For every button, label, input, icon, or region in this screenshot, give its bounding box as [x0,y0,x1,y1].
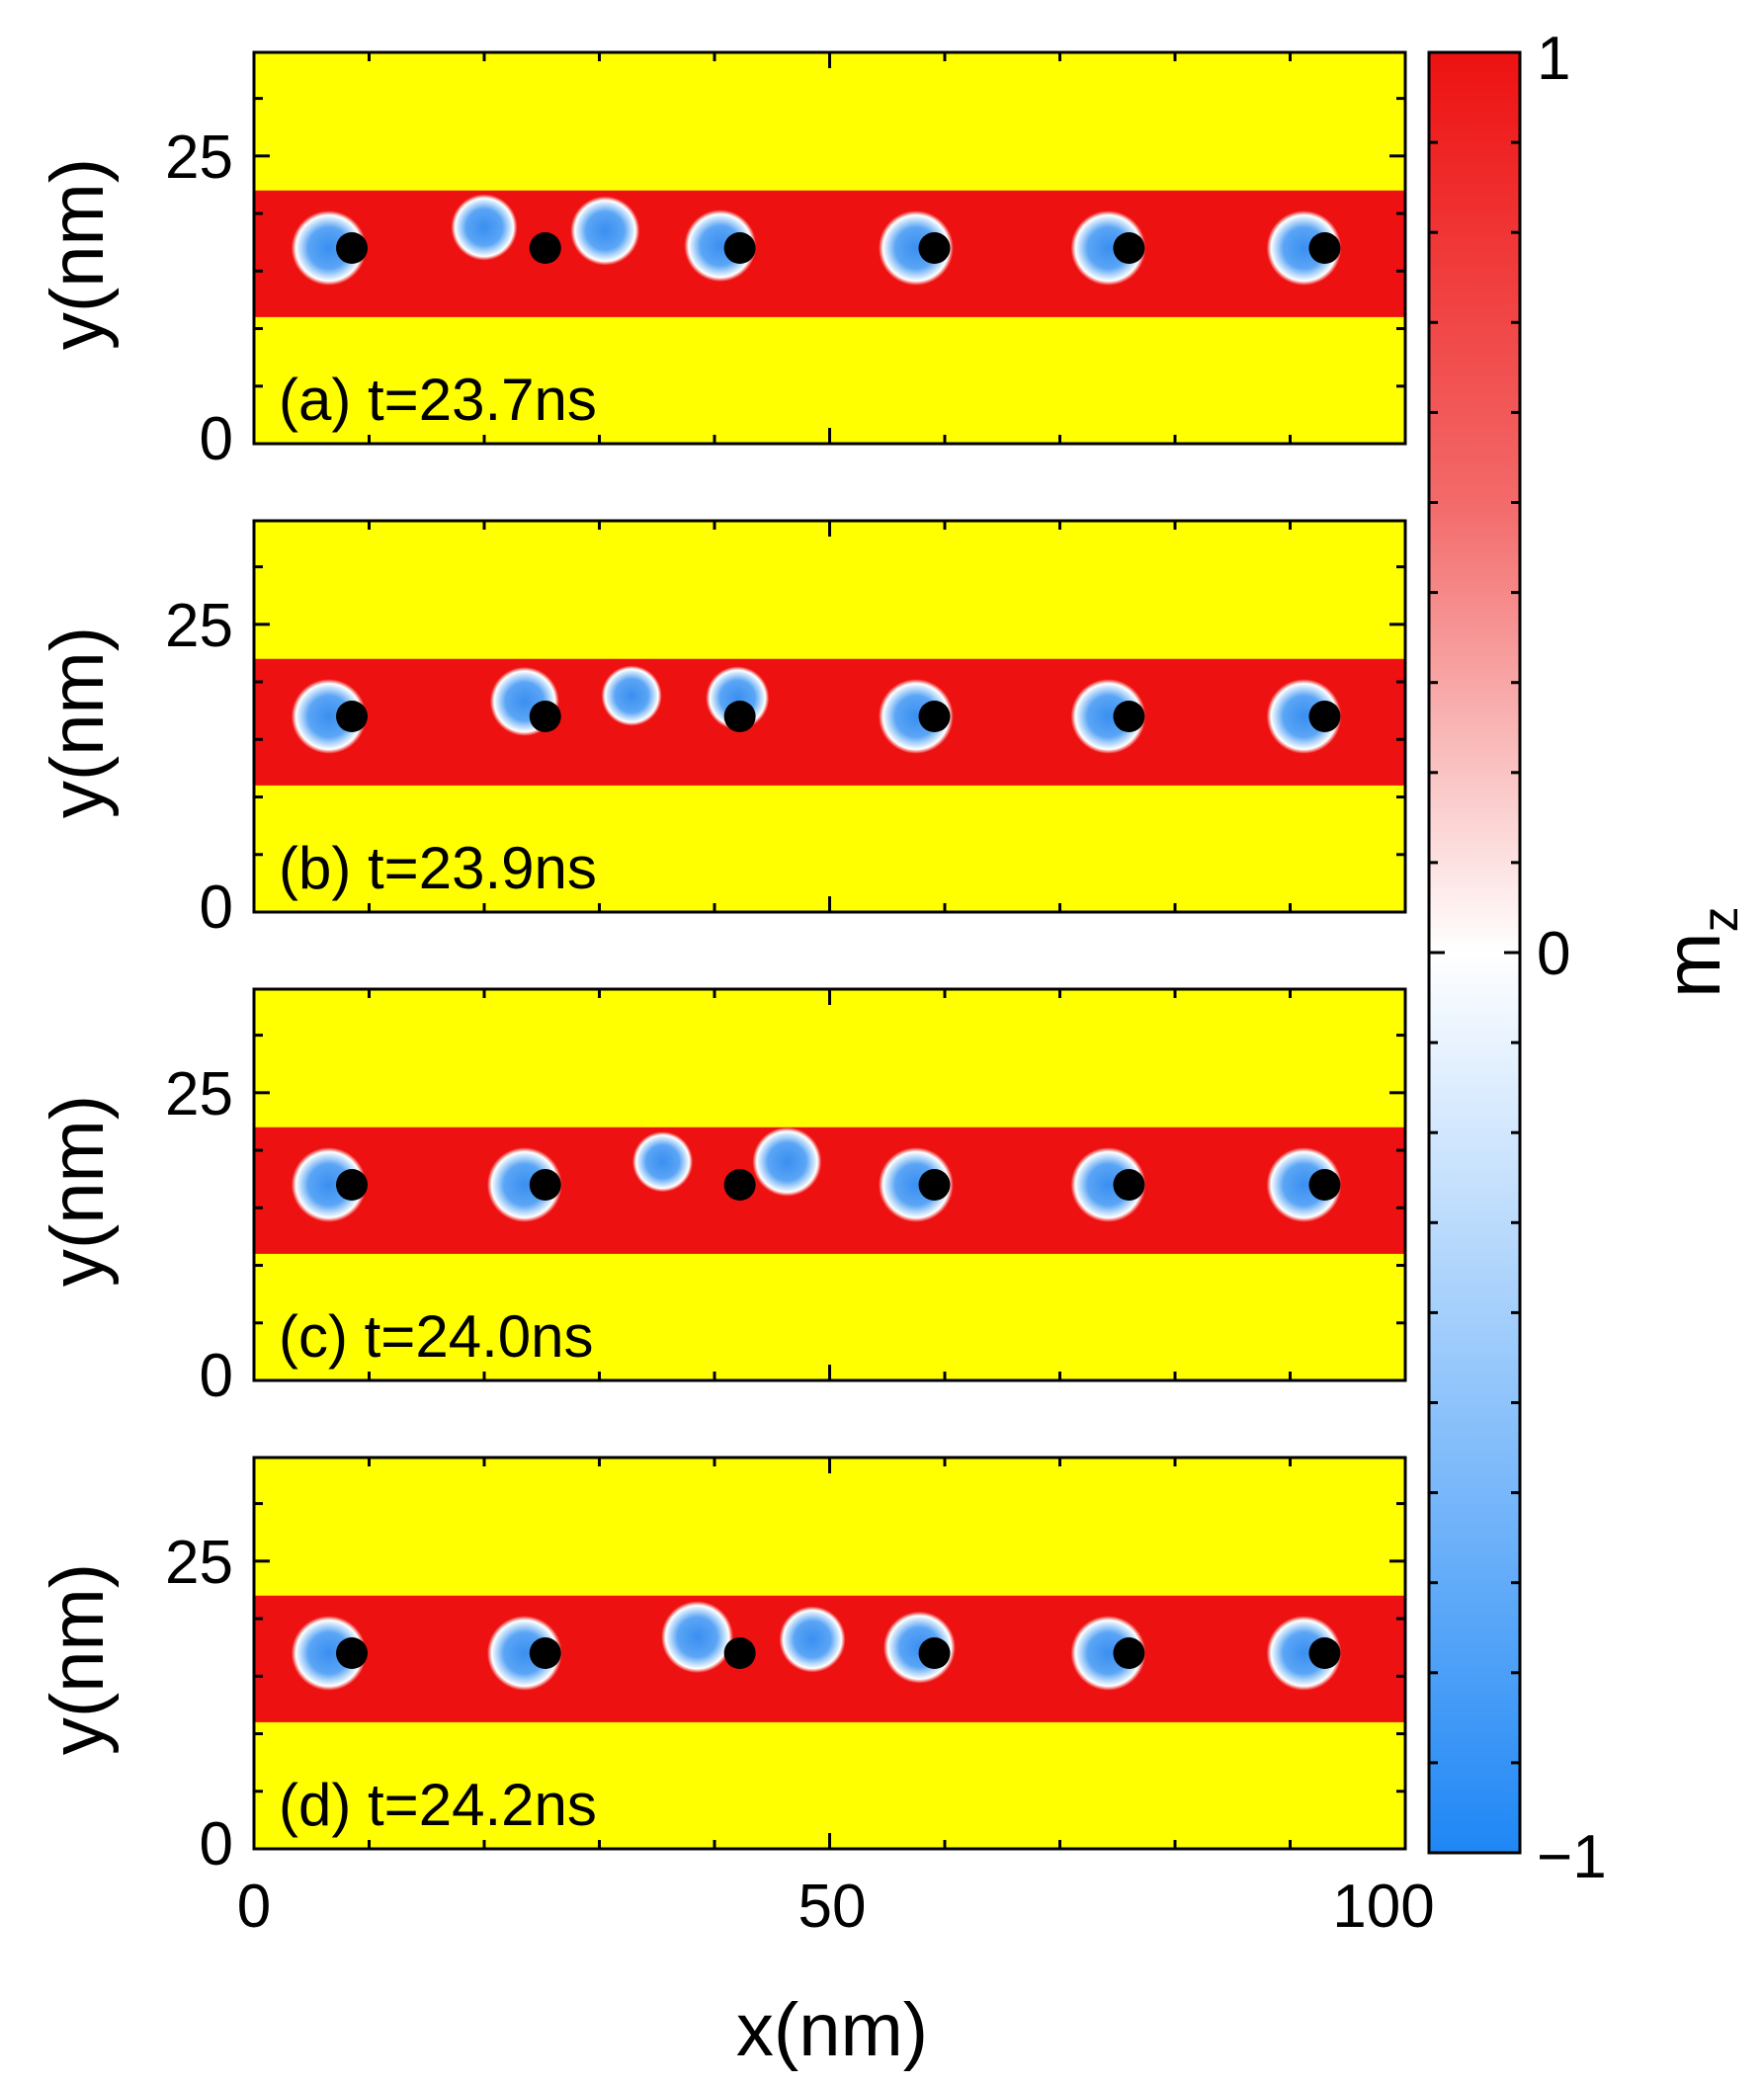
y-tick-label: 0 [200,1342,233,1410]
skyrmion [451,194,518,261]
x-axis-label: x(nm) [736,1988,928,2072]
skyrmion [291,210,367,286]
skyrmion [631,1131,694,1193]
skyrmion [879,210,954,286]
skyrmion [601,665,662,726]
y-axis-label: y(nm) [36,158,120,350]
defect-dot [529,1169,561,1201]
track-stripe [254,1126,1405,1254]
y-axis-label: y(nm) [36,626,120,818]
skyrmion [1070,210,1146,286]
y-tick-label: 25 [165,124,233,192]
defect-dot [1308,1637,1341,1669]
panel-label: (c) t=24.0ns [279,1303,594,1370]
skyrmion [486,1616,562,1691]
y-tick-label: 25 [165,1060,233,1128]
y-tick-label: 25 [165,1529,233,1597]
skyrmion [291,1147,367,1222]
skyrmion [1266,1616,1342,1691]
defect-dot [1308,232,1341,264]
colorbar-tick-max: 1 [1537,25,1570,93]
panel-label: (b) t=23.9ns [279,835,597,901]
y-tick-label: 25 [165,592,233,660]
skyrmion [752,1126,822,1197]
defect-dot [529,701,561,732]
skyrmion [661,1601,733,1674]
defect-dot [336,232,369,264]
skyrmion [879,1147,954,1222]
colorbar-tick-min: −1 [1537,1823,1607,1891]
skyrmion [1070,1147,1146,1222]
colorbar-tick-mid: 0 [1537,920,1570,988]
colorbar-label-sub: z [1692,906,1749,932]
skyrmion [291,1616,367,1691]
defect-dot [918,1637,951,1669]
skyrmion [879,679,954,754]
x-axis: 0 50 100 x(nm) [237,1873,1435,2072]
defect-dot [723,701,756,732]
defect-dot [1113,1169,1145,1201]
defect-dot [723,232,756,264]
skyrmion [570,196,640,266]
panel: 0 25 y(nm) (a) t=23.7ns [36,50,1407,473]
defect-dot [336,1169,369,1201]
y-tick-label: 0 [200,1810,233,1878]
y-tick-label: 0 [200,405,233,473]
defect-dot [1113,701,1145,732]
colorbar-label-main: m [1648,932,1736,998]
y-tick-label: 0 [200,874,233,942]
skyrmion [1266,679,1342,754]
x-tick-label: 0 [237,1873,271,1941]
skyrmion [291,679,367,754]
defect-dot [918,701,951,732]
skyrmion [1266,210,1342,286]
defect-dot [529,1637,561,1669]
defect-dot [336,1637,369,1669]
defect-dot [529,232,561,264]
panel: 0 25 y(nm) (c) t=24.0ns [36,987,1407,1410]
panel: 0 25 y(nm) (b) t=23.9ns [36,519,1407,942]
x-tick-label: 50 [798,1873,867,1941]
defect-dot [336,701,369,732]
colorbar-label: mz [1648,906,1749,998]
defect-dot [1308,1169,1341,1201]
track-stripe [254,658,1405,786]
defect-dot [1113,232,1145,264]
y-axis-label: y(nm) [36,1563,120,1755]
x-tick-label: 100 [1332,1873,1434,1941]
panel-label: (a) t=23.7ns [279,367,597,433]
defect-dot [918,1169,951,1201]
skyrmion [1266,1147,1342,1222]
defect-dot [1308,701,1341,732]
panel: 0 25 y(nm) (d) t=24.2ns [36,1456,1407,1878]
track-stripe [254,190,1405,317]
y-axis-label: y(nm) [36,1095,120,1287]
colorbar: 1 0 −1 mz [1427,25,1749,1891]
defect-dot [723,1637,756,1669]
skyrmion [1070,679,1146,754]
skyrmion [486,1147,562,1222]
skyrmion [779,1606,846,1673]
defect-dot [918,232,951,264]
panel-label: (d) t=24.2ns [279,1772,597,1838]
skyrmion [1070,1616,1146,1691]
defect-dot [723,1169,756,1201]
defect-dot [1113,1637,1145,1669]
